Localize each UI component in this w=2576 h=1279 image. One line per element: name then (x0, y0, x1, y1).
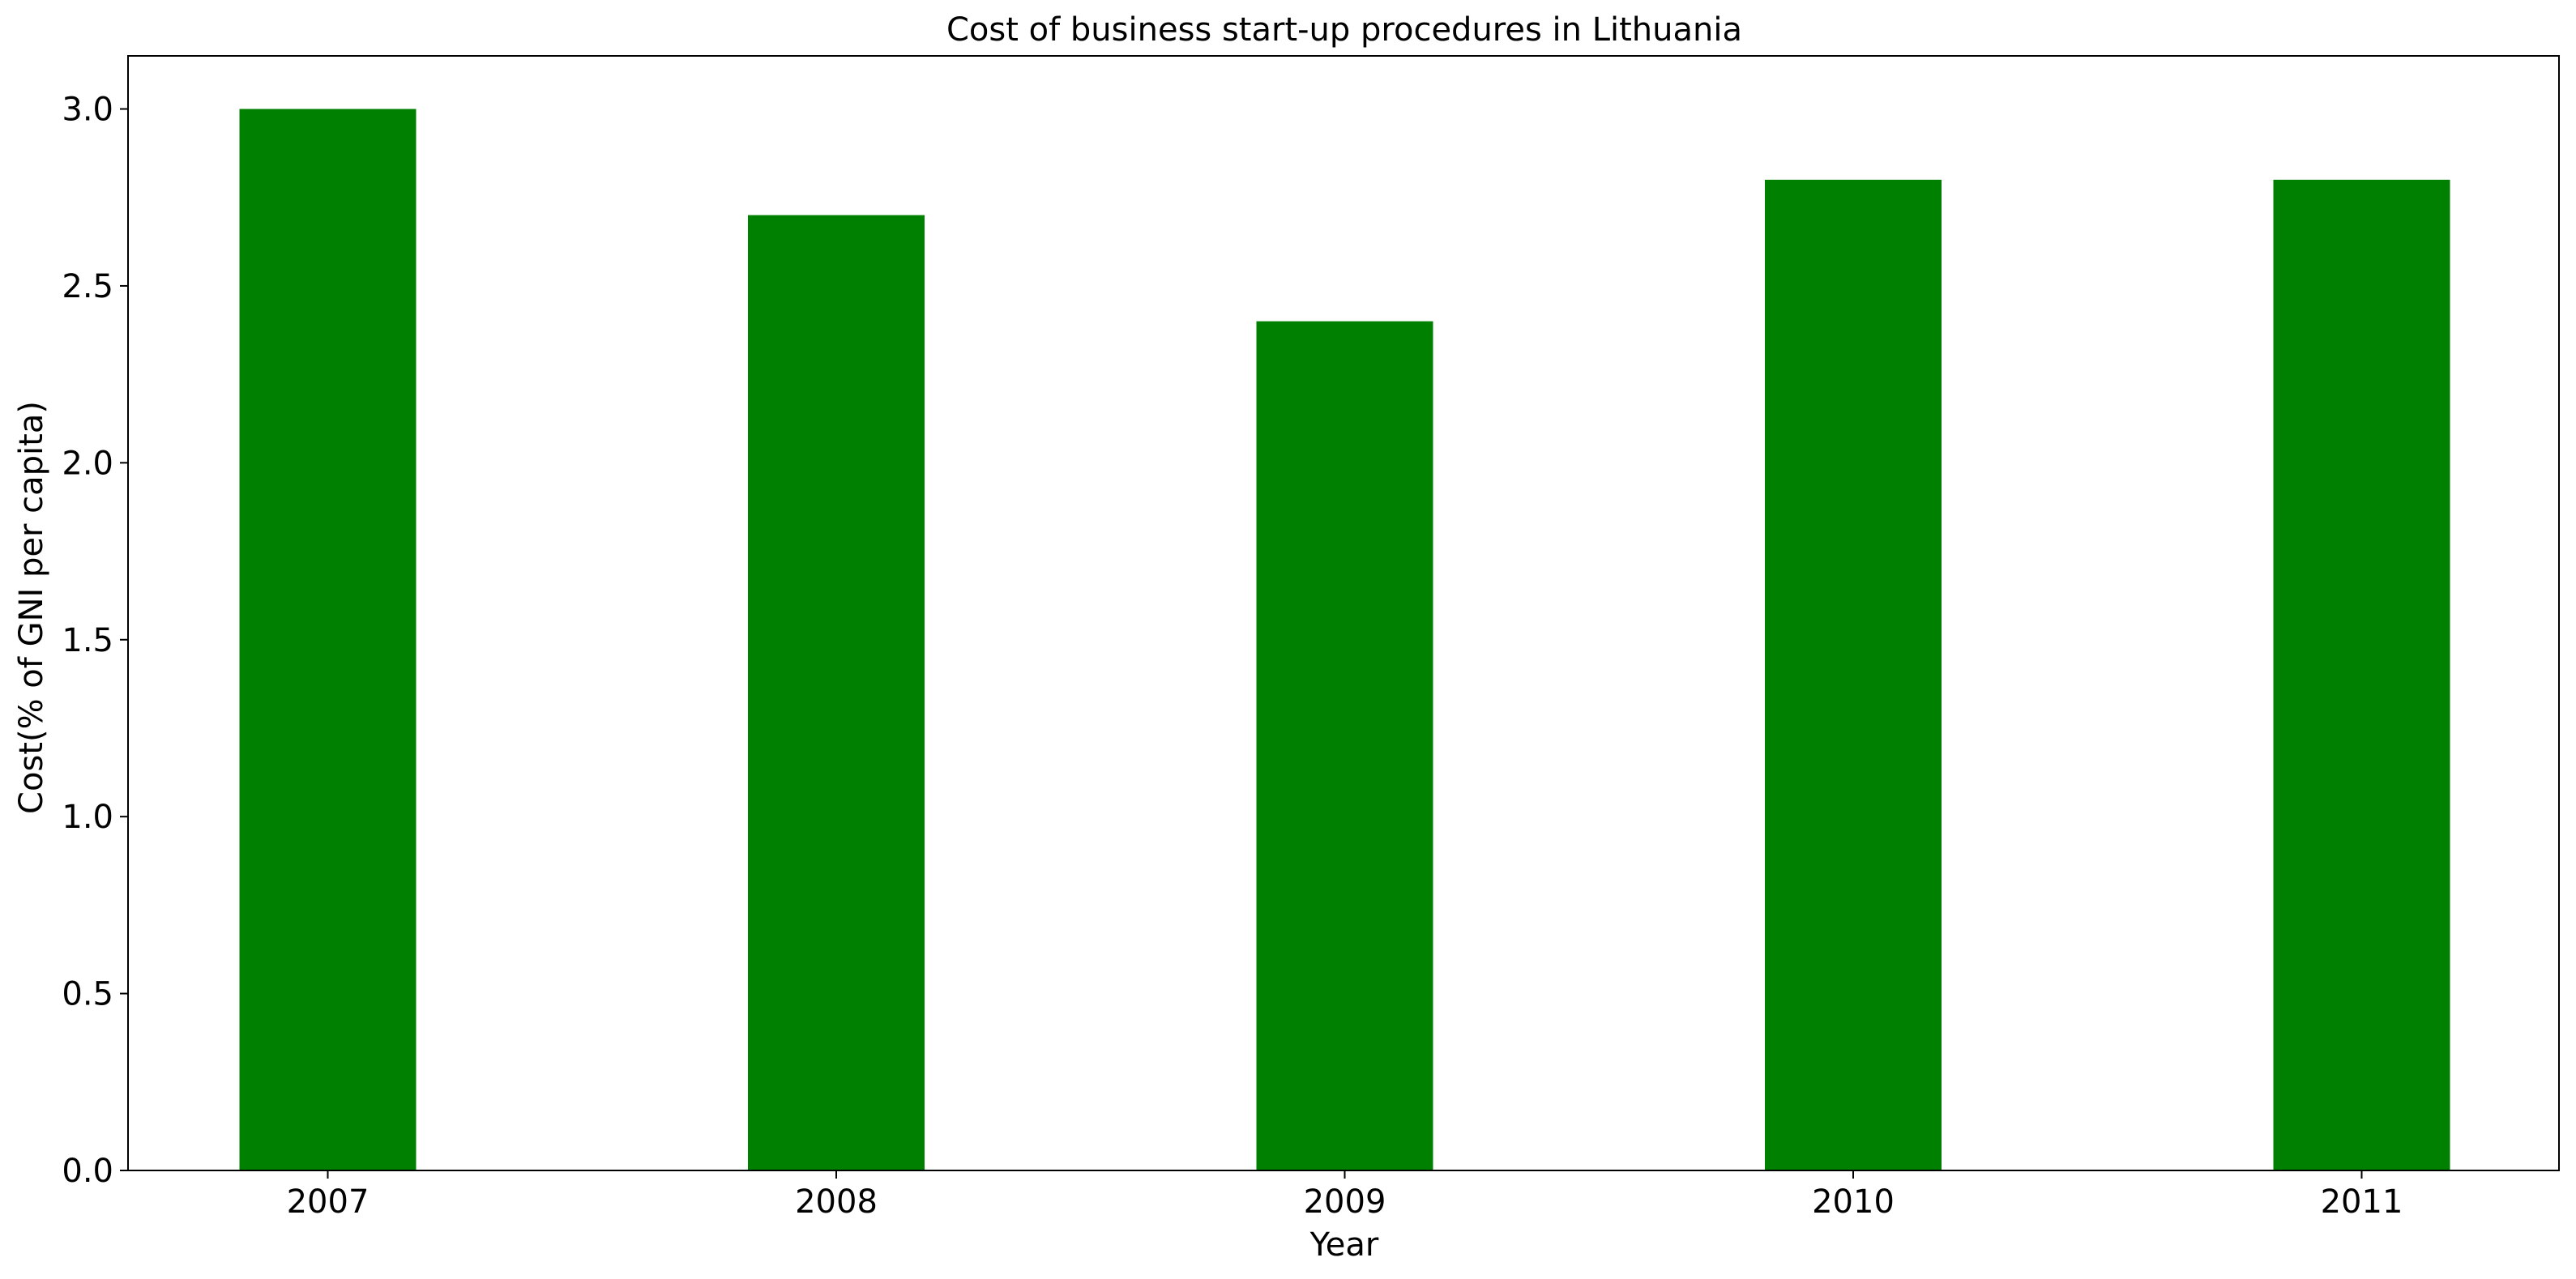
bar-2010 (1765, 179, 1942, 1170)
y-axis: 0.0 0.5 1.0 1.5 2.0 2.5 3.0 (62, 92, 128, 1190)
y-tick-label: 2.5 (62, 268, 113, 305)
x-tick-label: 2011 (2321, 1183, 2403, 1221)
y-axis-label: Cost(% of GNI per capita) (13, 401, 50, 814)
x-tick-label: 2010 (1812, 1183, 1895, 1221)
x-axis-label: Year (1309, 1226, 1379, 1264)
y-tick-label: 0.0 (62, 1153, 113, 1190)
y-tick-label: 1.5 (62, 622, 113, 659)
bar-2011 (2273, 179, 2450, 1170)
y-tick-label: 3.0 (62, 92, 113, 129)
y-tick-label: 0.5 (62, 976, 113, 1013)
y-tick-label: 2.0 (62, 445, 113, 482)
plot-area-frame (127, 55, 2560, 1171)
bar-2007 (239, 109, 417, 1170)
chart-title: Cost of business start-up procedures in … (946, 11, 1742, 49)
x-tick-label: 2009 (1304, 1183, 1386, 1221)
x-tick-label: 2007 (287, 1183, 370, 1221)
bar-2008 (748, 215, 925, 1171)
x-axis: 2007 2008 2009 2010 2011 (287, 1170, 2403, 1221)
y-tick-label: 1.0 (62, 799, 113, 836)
bars-layer (239, 109, 2450, 1171)
x-tick-label: 2008 (795, 1183, 878, 1221)
bar-2009 (1256, 321, 1433, 1171)
